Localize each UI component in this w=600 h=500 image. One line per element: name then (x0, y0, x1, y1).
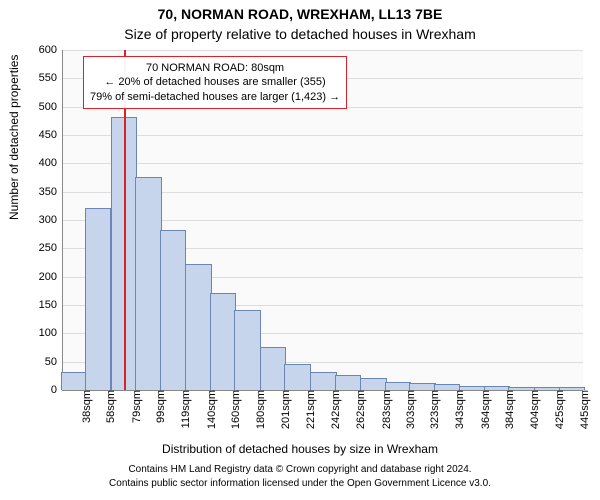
histogram-bar (385, 382, 411, 390)
grid-line (63, 50, 583, 51)
histogram-bar (160, 230, 186, 390)
x-tick-label: 262sqm (351, 390, 367, 429)
x-tick-label: 425sqm (550, 390, 566, 429)
histogram-bar (260, 347, 286, 391)
histogram-bar (210, 293, 236, 390)
figure: 70, NORMAN ROAD, WREXHAM, LL13 7BE Size … (0, 0, 600, 500)
y-axis-label: Number of detached properties (7, 55, 21, 220)
x-tick-label: 119sqm (176, 390, 192, 428)
y-tick-label: 50 (45, 356, 63, 368)
x-tick-label: 404sqm (525, 390, 541, 429)
histogram-bar (335, 375, 361, 390)
y-tick-label: 450 (39, 129, 63, 141)
x-tick-label: 79sqm (127, 390, 143, 423)
page-title: 70, NORMAN ROAD, WREXHAM, LL13 7BE (0, 6, 600, 22)
grid-line (63, 135, 583, 136)
x-tick-label: 58sqm (101, 390, 117, 423)
histogram-bar (360, 378, 386, 390)
x-tick-label: 445sqm (575, 390, 591, 429)
y-tick-label: 600 (39, 44, 63, 56)
histogram-bar (234, 310, 260, 390)
y-tick-label: 100 (39, 327, 63, 339)
x-tick-label: 343sqm (450, 390, 466, 429)
chart-plot-area: 05010015020025030035040045050055060038sq… (62, 50, 583, 391)
footnote: Contains public sector information licen… (0, 478, 600, 489)
x-tick-label: 38sqm (77, 390, 93, 423)
annotation-line: ← 20% of detached houses are smaller (35… (90, 75, 340, 89)
y-tick-label: 500 (39, 101, 63, 113)
y-tick-label: 400 (39, 157, 63, 169)
annotation-line: 79% of semi-detached houses are larger (… (90, 90, 340, 104)
x-tick-label: 323sqm (425, 390, 441, 429)
y-tick-label: 250 (39, 242, 63, 254)
y-tick-label: 150 (39, 299, 63, 311)
histogram-bar (135, 177, 161, 391)
x-tick-label: 303sqm (401, 390, 417, 429)
histogram-bar (284, 364, 310, 391)
y-tick-label: 350 (39, 186, 63, 198)
grid-line (63, 163, 583, 164)
chart-subtitle: Size of property relative to detached ho… (0, 26, 600, 42)
annotation-box: 70 NORMAN ROAD: 80sqm ← 20% of detached … (83, 56, 347, 109)
annotation-line: 70 NORMAN ROAD: 80sqm (90, 61, 340, 75)
x-tick-label: 364sqm (476, 390, 492, 429)
x-tick-label: 201sqm (276, 390, 292, 429)
histogram-bar (409, 383, 435, 390)
histogram-bar (310, 372, 336, 390)
footnote: Contains HM Land Registry data © Crown c… (0, 464, 600, 475)
x-tick-label: 283sqm (377, 390, 393, 429)
histogram-bar (185, 264, 211, 390)
x-tick-label: 384sqm (500, 390, 516, 429)
x-tick-label: 221sqm (301, 390, 317, 429)
x-tick-label: 140sqm (202, 390, 218, 429)
y-tick-label: 550 (39, 72, 63, 84)
y-tick-label: 200 (39, 271, 63, 283)
x-axis-label: Distribution of detached houses by size … (0, 442, 600, 456)
x-tick-label: 242sqm (326, 390, 342, 429)
x-tick-label: 180sqm (251, 390, 267, 429)
x-tick-label: 99sqm (151, 390, 167, 423)
x-tick-label: 160sqm (226, 390, 242, 429)
histogram-bar (85, 208, 111, 390)
histogram-bar (61, 372, 87, 390)
y-tick-label: 300 (39, 214, 63, 226)
